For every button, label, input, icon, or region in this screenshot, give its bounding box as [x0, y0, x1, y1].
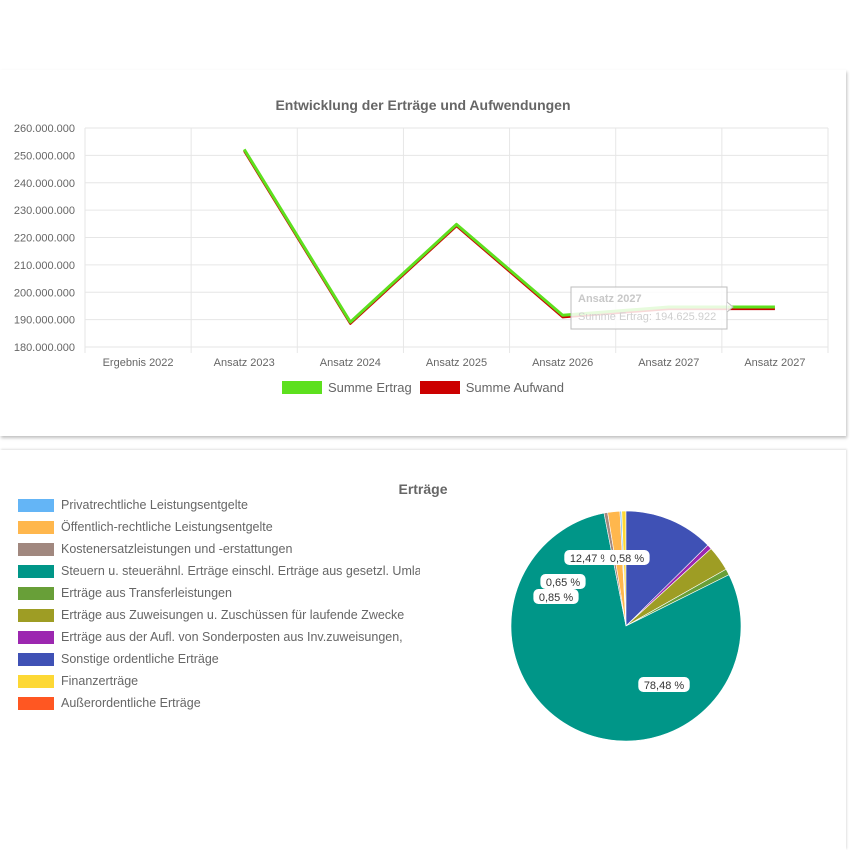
- pie-legend-swatch: [18, 586, 54, 600]
- pie-chart-legend: Privatrechtliche Leistungsentgelte Öffent…: [18, 494, 420, 714]
- svg-text:0,58 %: 0,58 %: [610, 553, 644, 565]
- pie-slice[interactable]: [619, 510, 627, 627]
- y-tick-label: 180.000.000: [14, 342, 75, 354]
- pie-legend-label: Erträge aus der Aufl. von Sonderposten a…: [61, 630, 403, 644]
- pie-legend-label: Privatrechtliche Leistungsentgelte: [61, 498, 248, 512]
- tooltip-text: Summe Ertrag: 194.625.922: [578, 311, 716, 323]
- legend-label-ertrag: Summe Ertrag: [327, 380, 412, 395]
- y-tick-label: 220.000.000: [14, 233, 75, 245]
- y-tick-label: 260.000.000: [14, 123, 75, 135]
- pie-legend-label: Sonstige ordentliche Erträge: [61, 652, 219, 666]
- y-tick-label: 190.000.000: [14, 315, 75, 327]
- pie-legend-swatch: [18, 696, 54, 710]
- legend-item-ertrag[interactable]: Summe Ertrag: [281, 380, 412, 395]
- pie-data-label: 0,58 %: [604, 550, 650, 565]
- y-tick-label: 250.000.000: [14, 150, 75, 162]
- y-tick-label: 240.000.000: [14, 178, 75, 190]
- pie-legend-item[interactable]: Privatrechtliche Leistungsentgelte: [18, 494, 420, 516]
- pie-legend-label: Erträge aus Zuweisungen u. Zuschüssen fü…: [61, 608, 405, 622]
- legend-swatch-aufwand: [419, 381, 460, 394]
- pie-legend-swatch: [18, 542, 54, 556]
- pie-legend-item[interactable]: Finanzerträge: [18, 670, 420, 692]
- line-chart[interactable]: 180.000.000 190.000.000 200.000.000 210.000…: [0, 70, 846, 380]
- pie-legend-item[interactable]: Sonstige ordentliche Erträge: [18, 648, 420, 670]
- pie-legend-swatch: [18, 652, 54, 666]
- pie-legend-swatch: [18, 608, 54, 622]
- svg-text:0,85 %: 0,85 %: [539, 592, 573, 604]
- pie-data-label: 0,65 %: [540, 574, 586, 589]
- pie-legend-label: Öffentlich-rechtliche Leistungsentgelte: [61, 520, 273, 534]
- pie-legend-item[interactable]: Erträge aus der Aufl. von Sonderposten a…: [18, 626, 420, 648]
- line-chart-card: Entwicklung der Erträge und Aufwendungen…: [0, 70, 846, 436]
- pie-legend-swatch: [18, 630, 54, 644]
- tooltip-title: Ansatz 2027: [578, 293, 642, 305]
- pie-legend-label: Finanzerträge: [61, 674, 139, 688]
- svg-text:12,47 %: 12,47 %: [570, 553, 611, 565]
- y-tick-label: 200.000.000: [14, 287, 75, 299]
- pie-chart[interactable]: 78,48 % 0,85 % 0,65 % 12,47 % 0,58 %: [0, 450, 846, 850]
- pie-data-label: 78,48 %: [638, 677, 690, 692]
- pie-legend-label: Steuern u. steuerähnl. Erträge einschl. …: [61, 564, 420, 578]
- svg-text:0,65 %: 0,65 %: [546, 577, 580, 589]
- legend-label-aufwand: Summe Aufwand: [465, 380, 565, 395]
- pie-legend-item[interactable]: Erträge aus Zuweisungen u. Zuschüssen fü…: [18, 604, 420, 626]
- x-tick-label: Ansatz 2024: [320, 357, 381, 369]
- pie-legend-swatch: [18, 564, 54, 578]
- y-tick-label: 210.000.000: [14, 260, 75, 272]
- x-tick-label: Ansatz 2027: [744, 357, 805, 369]
- pie-legend-label: Erträge aus Transferleistungen: [61, 586, 232, 600]
- pie-chart-title: Erträge: [398, 481, 448, 497]
- legend-swatch-ertrag: [281, 381, 322, 394]
- pie-legend-swatch: [18, 520, 54, 534]
- pie-data-label: 12,47 %: [564, 550, 616, 565]
- x-tick-label: Ansatz 2025: [426, 357, 487, 369]
- pie-legend-label: Kostenersatzleistungen und -erstattungen: [61, 542, 293, 556]
- svg-text:78,48 %: 78,48 %: [644, 680, 685, 692]
- pie-legend-item[interactable]: Öffentlich-rechtliche Leistungsentgelte: [18, 516, 420, 538]
- pie-legend-item[interactable]: Außerordentliche Erträge: [18, 692, 420, 714]
- y-tick-label: 230.000.000: [14, 205, 75, 217]
- pie-legend-swatch: [18, 674, 54, 688]
- pie-legend-item[interactable]: Erträge aus Transferleistungen: [18, 582, 420, 604]
- x-tick-label: Ansatz 2023: [214, 357, 275, 369]
- pie-legend-swatch: [18, 498, 54, 512]
- pie-chart-card: Erträge Privatrechtliche Leistungsentgel…: [0, 450, 846, 850]
- x-tick-label: Ansatz 2026: [532, 357, 593, 369]
- chart-tooltip: Ansatz 2027 Summe Ertrag: 194.625.922: [570, 286, 734, 330]
- pie-slice[interactable]: [625, 510, 709, 627]
- pie-legend-item[interactable]: Steuern u. steuerähnl. Erträge einschl. …: [18, 560, 420, 582]
- line-chart-title: Entwicklung der Erträge und Aufwendungen: [275, 97, 571, 113]
- x-tick-label: Ergebnis 2022: [103, 357, 174, 369]
- pie-data-label: 0,85 %: [533, 589, 579, 604]
- pie-legend-item[interactable]: Kostenersatzleistungen und -erstattungen: [18, 538, 420, 560]
- pie-legend-label: Außerordentliche Erträge: [61, 696, 201, 710]
- x-tick-label: Ansatz 2027: [638, 357, 699, 369]
- legend-item-aufwand[interactable]: Summe Aufwand: [419, 380, 565, 395]
- line-chart-legend: Summe Ertrag Summe Aufwand: [0, 380, 846, 395]
